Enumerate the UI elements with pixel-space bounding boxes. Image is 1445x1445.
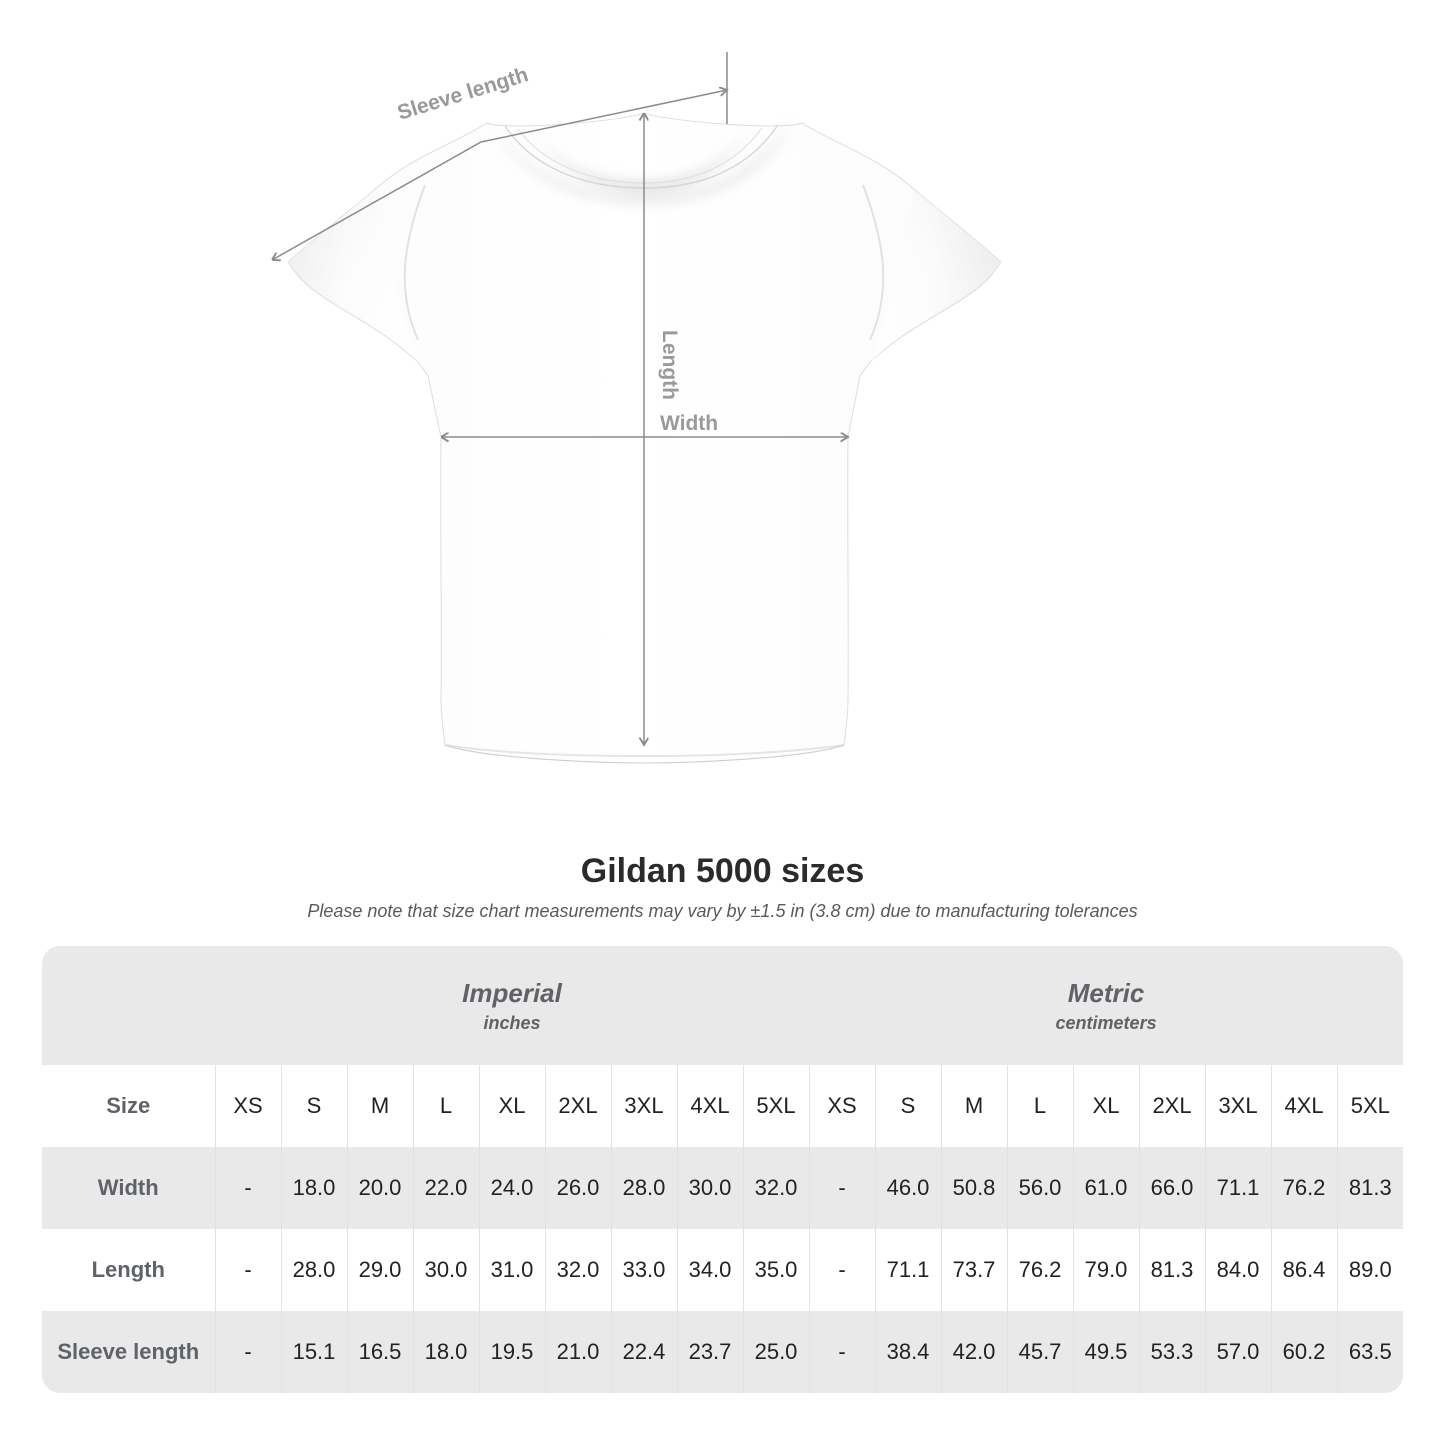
svg-text:Sleeve length: Sleeve length xyxy=(395,63,531,125)
svg-text:Length: Length xyxy=(658,330,681,400)
svg-text:Width: Width xyxy=(660,412,718,435)
